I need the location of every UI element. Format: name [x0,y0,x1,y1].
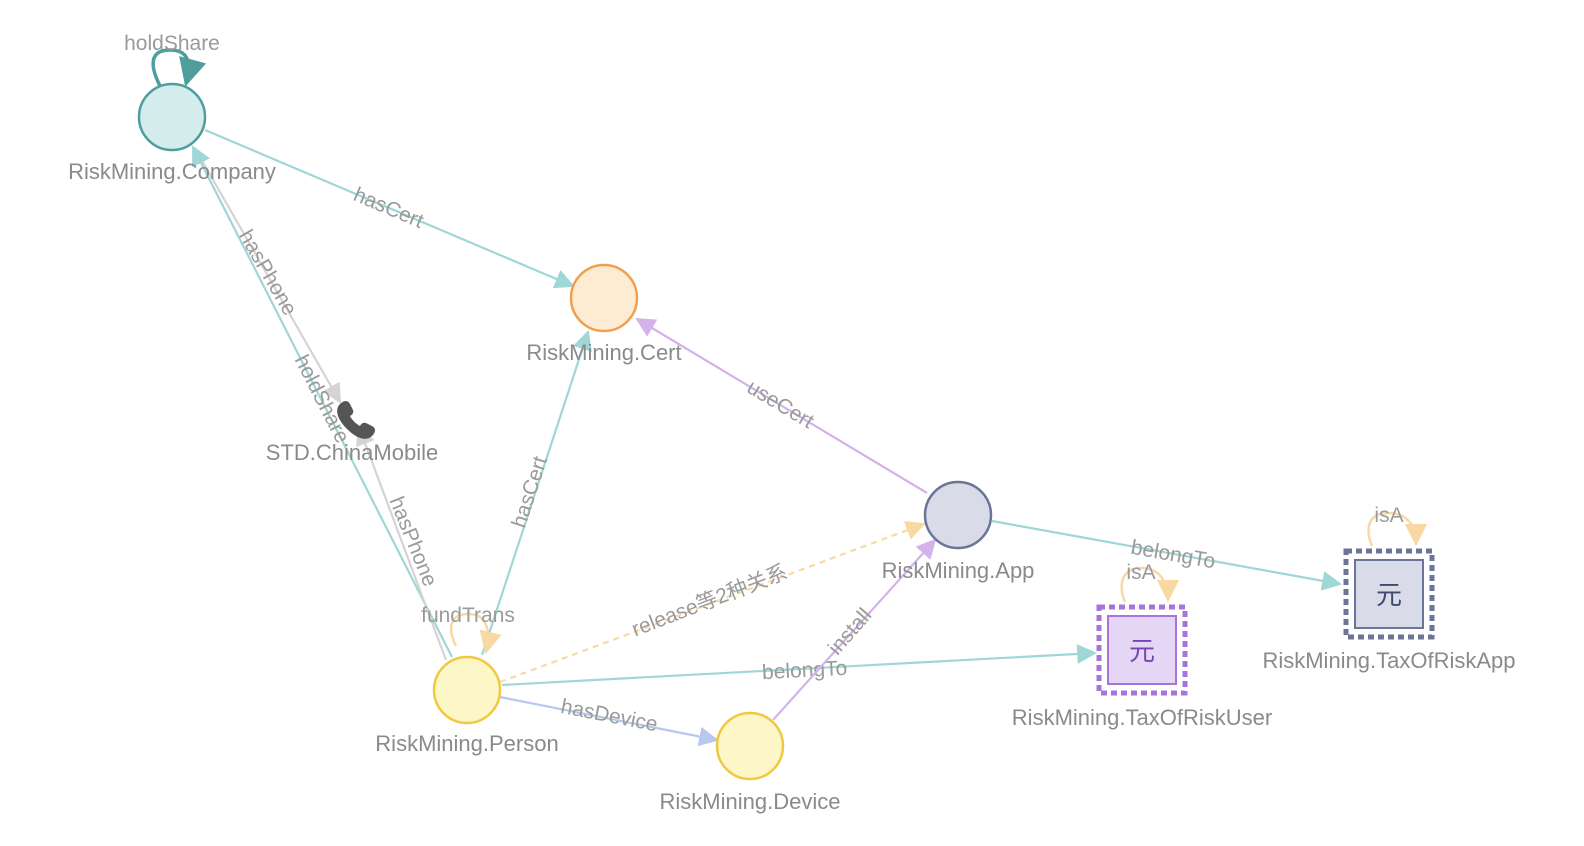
tax-glyph: 元 [1376,581,1402,611]
node-tax-risk-app[interactable]: 元 RiskMining.TaxOfRiskApp [1262,548,1516,673]
node-label-tax-risk-user: RiskMining.TaxOfRiskUser [1012,705,1272,730]
node-cert[interactable]: RiskMining.Cert [526,263,682,365]
edge-label-isa: isA [1126,561,1155,584]
node-person[interactable]: RiskMining.Person [375,655,559,756]
edge-person-belongto[interactable]: belongTo [501,644,1097,687]
edge-label-fundtrans: fundTrans [421,604,515,627]
tax-glyph: 元 [1129,637,1155,667]
node-tax-risk-user[interactable]: 元 RiskMining.TaxOfRiskUser [1012,604,1272,730]
node-china-mobile[interactable]: STD.ChinaMobile [266,401,438,465]
edge-label-hascert: hasCert [350,183,427,233]
node-device[interactable]: RiskMining.Device [660,711,841,814]
edge-label-hasdevice: hasDevice [559,695,660,736]
edge-label-hascert: hasCert [508,453,553,530]
node-label-person: RiskMining.Person [375,731,558,756]
edge-label-holdshare: holdShare [124,32,220,55]
edge-label-holdshare: holdShare [290,351,354,447]
edge-label-usecert: useCert [743,376,818,434]
node-label-device: RiskMining.Device [660,789,841,814]
node-label-app: RiskMining.App [882,558,1035,583]
edge-tax-app-isa-self[interactable]: isA [1367,504,1428,547]
edge-label-isa: isA [1374,504,1403,527]
edge-label-install: install [824,604,877,660]
phone-icon [337,401,375,439]
node-label-tax-risk-app: RiskMining.TaxOfRiskApp [1262,648,1515,673]
edge-app-belongto[interactable]: belongTo [991,519,1342,591]
edge-person-release[interactable]: release等2种关系 [499,520,926,684]
node-company[interactable]: RiskMining.Company [68,82,276,184]
edge-label-hasphone: hasPhone [234,226,301,319]
edge-label-belongto: belongTo [761,657,847,684]
node-label-company: RiskMining.Company [68,159,276,184]
edge-company-hasphone[interactable]: hasPhone [195,149,341,404]
node-app[interactable]: RiskMining.App [882,480,1035,583]
edge-person-fundtrans-self[interactable]: fundTrans [421,604,515,655]
edge-tax-user-isa-self[interactable]: isA [1120,561,1180,603]
node-label-cert: RiskMining.Cert [526,340,681,365]
node-label-china-mobile: STD.ChinaMobile [266,440,438,465]
edge-label-release: release等2种关系 [629,561,791,641]
edge-company-holdshare-self[interactable]: holdShare [124,32,220,87]
